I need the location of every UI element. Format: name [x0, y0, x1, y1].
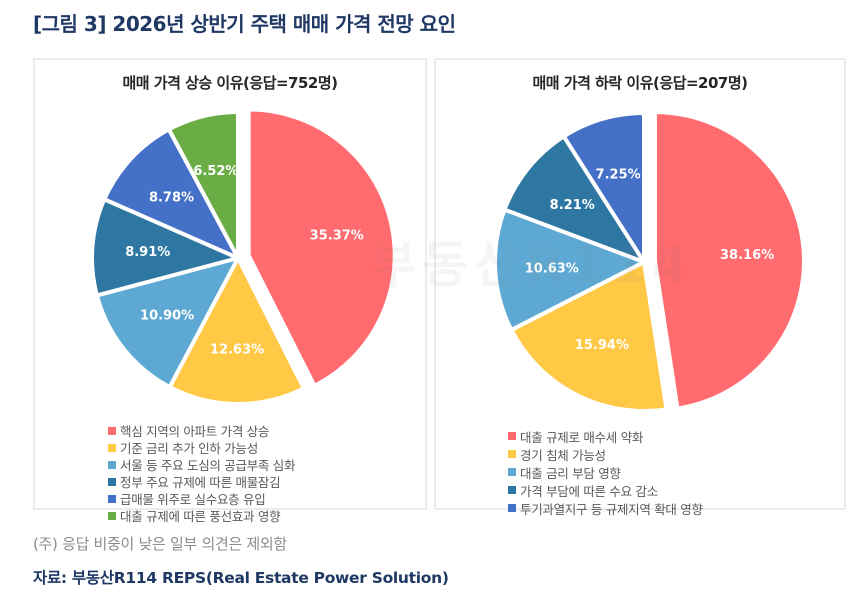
legend-label: 핵심 지역의 아파트 가격 상승: [120, 424, 270, 439]
pie-slice: [90, 197, 240, 298]
footnote: (주) 응답 비중이 낮은 일부 의견은 제외함: [33, 535, 287, 553]
pie-slice: [502, 134, 646, 264]
chart-title-fall: 매매 가격 하락 이유(응답=207명): [532, 74, 748, 92]
legend-item: 급매물 위주로 실수요층 유입: [108, 490, 295, 507]
legend-label: 기준 금리 추가 인하 가능성: [120, 441, 258, 456]
legend-label: 가격 부담에 따른 수요 감소: [520, 483, 658, 499]
legend-item: 투기과열지구 등 규제지역 확대 영향: [508, 499, 703, 517]
legend-swatch: [508, 432, 516, 440]
pie-slice: [102, 127, 240, 260]
chart-title-rise: 매매 가격 상승 이유(응답=752명): [122, 74, 338, 92]
chart-panel-fall: 매매 가격 하락 이유(응답=207명) 38.16% 15.94% 10.63% 8…: [434, 58, 846, 517]
legend-label: 대출 규제에 따른 풍선효과 영향: [120, 509, 281, 524]
legend-item: 기준 금리 추가 인하 가능성: [108, 439, 295, 456]
pie-slice: [167, 256, 306, 406]
pie-slice: [561, 111, 646, 264]
legend-swatch: [508, 504, 516, 512]
pie-slice: [94, 256, 240, 390]
legend-label: 투기과열지구 등 규제지역 확대 영향: [520, 501, 703, 517]
legend-item: 대출 금리 부담 영향: [508, 463, 703, 481]
pie-slice: [509, 260, 669, 413]
legend-label: 급매물 위주로 실수요층 유입: [120, 492, 266, 507]
source-credit: 자료: 부동산R114 REPS(Real Estate Power Solut…: [33, 569, 449, 587]
legend-item: 경기 침체 가능성: [508, 445, 703, 463]
legend-swatch: [508, 468, 516, 476]
legend-item: 정부 주요 규제에 따른 매물잠김: [108, 473, 295, 490]
slice-data-label: 12.63%: [210, 343, 264, 358]
legend-label: 경기 침체 가능성: [520, 447, 606, 463]
legend-item: 대출 규제로 매수세 약화: [508, 427, 703, 445]
pie-slice: [652, 110, 806, 411]
legend-label: 대출 금리 부담 영향: [520, 465, 621, 481]
slice-data-label: 7.25%: [596, 167, 641, 182]
slice-data-label: 10.63%: [525, 261, 579, 276]
legend-item: 대출 규제에 따른 풍선효과 영향: [108, 507, 295, 524]
legend-item: 서울 등 주요 도심의 공급부족 심화: [108, 456, 295, 473]
legend-label: 대출 규제로 매수세 약화: [520, 429, 644, 445]
legend-label: 정부 주요 규제에 따른 매물잠김: [120, 475, 281, 490]
pie-chart-fall: 38.16% 15.94% 10.63% 8.21% 7.25%: [493, 110, 806, 413]
figure-title: [그림 3] 2026년 상반기 주택 매매 가격 전망 요인: [33, 12, 456, 36]
legend-swatch: [108, 443, 116, 452]
legend-swatch: [108, 460, 116, 469]
slice-data-label: 38.16%: [720, 248, 774, 263]
legend-item: 핵심 지역의 아파트 가격 상승: [108, 422, 295, 439]
slice-data-label: 15.94%: [575, 338, 629, 353]
pie-slice: [246, 107, 397, 388]
pie-slice: [493, 207, 646, 332]
slice-data-label: 8.78%: [149, 191, 194, 206]
pie-slice: [166, 110, 240, 260]
legend-swatch: [508, 486, 516, 494]
slice-data-label: 8.91%: [125, 245, 170, 260]
slice-data-label: 35.37%: [310, 228, 364, 243]
legend-swatch: [108, 511, 116, 520]
legend-label: 서울 등 주요 도심의 공급부족 심화: [120, 458, 296, 473]
slice-data-label: 6.52%: [193, 164, 238, 179]
slice-data-label: 10.90%: [140, 308, 194, 323]
legend-swatch: [108, 426, 116, 435]
legend-item: 가격 부담에 따른 수요 감소: [508, 481, 703, 499]
slice-data-label: 8.21%: [550, 198, 595, 213]
chart-panel-rise: 매매 가격 상승 이유(응답=752명) 35.37% 12.63% 10.90% 8…: [33, 58, 427, 524]
legend-swatch: [108, 494, 116, 503]
pie-chart-rise: 35.37% 12.63% 10.90% 8.91% 8.78% 6.52%: [90, 107, 397, 406]
legend-swatch: [108, 477, 116, 486]
legend-swatch: [508, 450, 516, 458]
